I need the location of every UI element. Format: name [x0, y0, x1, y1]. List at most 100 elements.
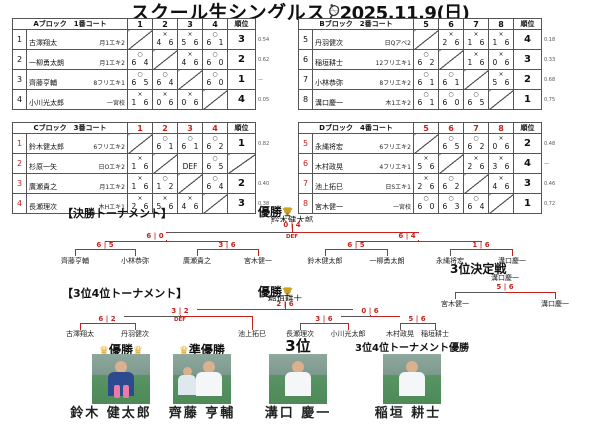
table-header-row: Bブロック 2番コート 5 6 7 8 順位: [298, 18, 562, 30]
bracket-line: [325, 249, 356, 250]
photo-caption-third: 3位: [248, 339, 348, 354]
match-score: 2 6: [467, 162, 485, 171]
score-cell: × 1 6: [463, 49, 489, 70]
win-loss-mark: ○: [212, 71, 218, 78]
consolation-qf2-score: 3 | 6: [307, 316, 341, 323]
rate-spacer: [542, 19, 562, 30]
player-cell: 一柳勇太朗 月1エキ2: [26, 49, 128, 70]
col-number: 7: [463, 122, 489, 134]
caption-text: 3位4位トーナメント優勝: [355, 343, 469, 354]
bracket-line: [107, 323, 135, 324]
score-cell: ○ 6 5: [438, 133, 464, 154]
win-loss-mark: ×: [137, 175, 143, 182]
col-number: 1: [127, 122, 153, 134]
block-c-table: Cブロック 3番コート 1 2 3 4 順位 1 鈴木健太郎 6フリエキ2 ○ 6 …: [12, 122, 276, 214]
row-number: 4: [12, 193, 27, 214]
photo-player-name: 鈴木 健太郎: [70, 406, 152, 421]
row-number: 7: [298, 69, 313, 90]
row-number: 8: [298, 89, 313, 110]
win-loss-mark: ○: [423, 51, 429, 58]
table-header-row: Aブロック 1番コート 1 2 3 4 順位: [12, 18, 276, 30]
bracket-player-name: 長瀬理次: [286, 330, 314, 338]
bracket-player-name: 齊藤亨輔: [61, 257, 89, 265]
game-rate: —: [544, 160, 549, 167]
player-cell: 齊藤亨輔 8フリエキ1: [26, 69, 128, 90]
score-cell: ○ 6 0: [413, 193, 439, 214]
score-cell: ○ 6 1: [152, 133, 178, 154]
table-row: 7 池上拓巳 日Sエキ1 × 2 6 ○ 6 2 × 4 6 3 0.46: [298, 173, 562, 194]
win-loss-mark: ×: [137, 155, 143, 162]
diagonal-cell: [438, 153, 464, 174]
game-rate: 0.68: [544, 76, 556, 83]
score-cell: × 5 6: [177, 29, 203, 50]
bracket-line: [356, 241, 418, 242]
win-loss-mark: ○: [423, 195, 429, 202]
match-score: 6 0: [206, 78, 224, 87]
player-class: 6フリエキ2: [93, 144, 125, 151]
diagonal-cell: [152, 49, 178, 70]
score-cell: × 5 6: [413, 153, 439, 174]
score-cell: ○ 6 1: [438, 69, 464, 90]
match-score: 6 1: [442, 78, 460, 87]
player-cell: 杉原一矢 日Oエキ2: [26, 153, 128, 174]
match-score: 1 6: [131, 162, 149, 171]
win-loss-mark: ×: [498, 31, 504, 38]
match-score: 5 6: [417, 162, 435, 171]
match-score: 6 5: [467, 98, 485, 107]
bracket-player-name: 池上拓巳: [238, 330, 266, 338]
win-loss-mark: ×: [473, 51, 479, 58]
bracket-player-name: 丹羽健次: [121, 330, 149, 338]
col-number: 8: [488, 122, 514, 134]
player-class: 12フリエキ1: [375, 60, 411, 67]
player-cell: 木村政晃 4フリエキ1: [312, 153, 414, 174]
win-loss-mark: ×: [448, 31, 454, 38]
person-figure: [183, 367, 192, 376]
match-score: 0 6: [492, 58, 510, 67]
bracket-line: [75, 249, 105, 250]
consolation-sf2-score: 0 | 6: [353, 308, 387, 315]
match-score: 1 6: [467, 58, 485, 67]
player-name: 永縄将宏: [315, 143, 343, 151]
caption-text: 準優勝: [188, 343, 225, 357]
winner-label-text: 優勝: [258, 205, 283, 219]
bracket-line: [555, 292, 556, 299]
match-score: 6 2: [417, 58, 435, 67]
bracket-line: [258, 249, 259, 256]
bracket-player-name: 小林恭弥: [121, 257, 149, 265]
win-loss-mark: ○: [423, 71, 429, 78]
bracket-line: [197, 249, 227, 250]
rank-value: 4: [227, 89, 256, 110]
player-cell: 宮木健一 一宮校: [312, 193, 414, 214]
game-rate: [256, 154, 276, 174]
row-number: 3: [12, 173, 27, 194]
match-score: 6 4: [156, 78, 174, 87]
score-cell: × 1 6: [127, 89, 153, 110]
game-rate: 0.40: [258, 180, 270, 187]
person-figure: [399, 372, 425, 396]
score-cell: × 2 6: [413, 173, 439, 194]
finals-qf1-score: 6 | 5: [88, 242, 122, 249]
player-cell: 長瀬理次 木Hエキ1: [26, 193, 128, 214]
score-cell: × 4 6: [177, 49, 203, 70]
player-name: 古澤翔太: [29, 39, 57, 47]
game-rate: 0.05: [258, 96, 270, 103]
crown-icon: ♛: [99, 344, 109, 357]
caption-text: 優勝: [108, 343, 133, 357]
consolation-winner-photo: [383, 354, 441, 404]
player-name: 丹羽健次: [315, 39, 343, 47]
player-class: 一宮校: [106, 100, 125, 107]
bracket-line: [180, 309, 285, 310]
player-class: 日Sエキ1: [385, 184, 411, 191]
bracket-line: [80, 323, 81, 330]
bracket-player-name: 宮木健一: [441, 300, 469, 308]
match-score: 6 5: [206, 162, 224, 171]
col-number: 4: [202, 18, 228, 30]
col-number: 4: [202, 122, 228, 134]
game-rate: 0.62: [258, 56, 270, 63]
player-cell: 丹羽健次 日Qアベ2: [312, 29, 414, 50]
bracket-player-name: 鈴木健太郎: [307, 257, 343, 265]
person-figure: [202, 361, 215, 373]
diagonal-cell: [202, 193, 228, 214]
player-name: 小林恭弥: [315, 79, 343, 87]
win-loss-mark: ×: [473, 155, 479, 162]
